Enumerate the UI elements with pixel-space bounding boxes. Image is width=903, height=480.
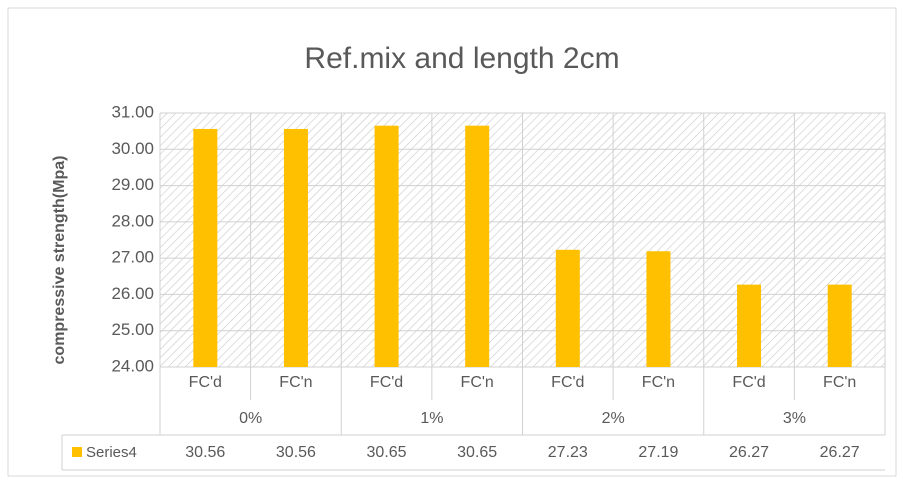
x-tick-label: FC'n [279, 374, 312, 391]
bar [827, 284, 852, 367]
data-table-value: 30.56 [276, 444, 316, 461]
bar [193, 128, 218, 367]
y-tick-label: 24.00 [111, 356, 154, 375]
y-tick-label: 27.00 [111, 248, 154, 267]
bar [283, 128, 308, 367]
data-table-value: 30.65 [457, 444, 497, 461]
chart-title: Ref.mix and length 2cm [304, 42, 619, 75]
y-axis-label: compressive strength(Mpa) [51, 156, 68, 365]
y-tick-label: 25.00 [111, 320, 154, 339]
bar [646, 251, 671, 367]
y-tick-label: 28.00 [111, 211, 154, 230]
y-tick-label: 26.00 [111, 284, 154, 303]
bar [737, 284, 762, 367]
bar [465, 125, 490, 367]
bar [555, 249, 580, 367]
legend-key [72, 447, 82, 457]
data-table-value: 26.27 [820, 444, 860, 461]
legend-label: Series4 [86, 444, 137, 461]
bar [374, 125, 399, 367]
group-label: 2% [602, 410, 625, 427]
y-tick-label: 30.00 [111, 139, 154, 158]
group-label: 1% [420, 410, 443, 427]
group-label: 0% [239, 410, 262, 427]
group-label: 3% [783, 410, 806, 427]
data-table-value: 26.27 [729, 444, 769, 461]
y-tick-label: 31.00 [111, 102, 154, 121]
x-tick-label: FC'd [551, 374, 584, 391]
x-tick-label: FC'd [189, 374, 222, 391]
x-tick-label: FC'd [732, 374, 765, 391]
y-tick-label: 29.00 [111, 175, 154, 194]
x-tick-label: FC'n [642, 374, 675, 391]
x-tick-label: FC'n [461, 374, 494, 391]
data-table-value: 27.19 [638, 444, 678, 461]
data-table-value: 30.65 [367, 444, 407, 461]
x-tick-label: FC'n [823, 374, 856, 391]
x-tick-label: FC'd [370, 374, 403, 391]
data-table-value: 30.56 [185, 444, 225, 461]
data-table-value: 27.23 [548, 444, 588, 461]
